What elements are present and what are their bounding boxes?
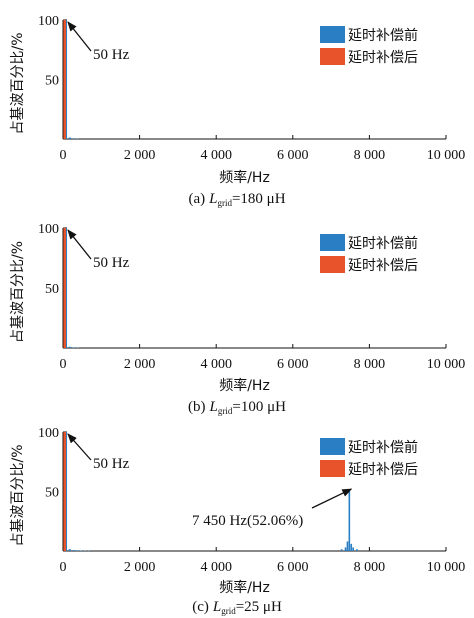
bar-before-compensation [68, 549, 71, 551]
x-tick-label: 6 000 [277, 148, 309, 163]
x-tick-label: 2 000 [124, 148, 156, 163]
legend-label-after: 延时补偿后 [348, 50, 418, 66]
caption-prefix: (a) [188, 191, 205, 207]
caption-value: =100 μH [232, 399, 286, 415]
annotation-label: 50 Hz [93, 255, 130, 271]
x-tick-label: 0 [60, 357, 67, 372]
legend-swatch-before [320, 234, 345, 251]
annotation-label: 50 Hz [93, 456, 130, 472]
y-tick-label: 50 [45, 282, 59, 297]
bar-before-compensation [340, 549, 343, 551]
annotation-label: 7 450 Hz(52.06%) [192, 513, 303, 529]
panel-caption: (c) Lgrid=25 μH [192, 599, 282, 616]
x-axis-label: 频率/Hz [219, 579, 270, 596]
y-tick-label: 100 [38, 14, 59, 29]
caption-value: =180 μH [232, 191, 286, 207]
panel-caption: (b) Lgrid=100 μH [188, 399, 286, 416]
bar-before-compensation [72, 347, 75, 348]
legend-swatch-after [320, 48, 345, 65]
caption-value: =25 μH [236, 599, 282, 615]
caption-prefix: (b) [188, 399, 206, 415]
x-tick-label: 8 000 [354, 357, 386, 372]
bar-after-compensation [63, 20, 67, 139]
caption-subscript: grid [218, 406, 233, 416]
x-tick-label: 4 000 [200, 148, 232, 163]
bar-before-compensation [68, 346, 71, 348]
bar-before-compensation [350, 543, 353, 551]
caption-subscript: grid [217, 198, 232, 208]
chart-panel-2: 0 2 000 4 000 6 000 8 000 10 000 50 100 延时补偿前延时补… [9, 426, 465, 616]
y-tick-label: 50 [45, 74, 59, 89]
x-tick-label: 10 000 [427, 148, 466, 163]
bar-before-compensation [80, 550, 83, 551]
y-tick-label: 100 [38, 222, 59, 237]
x-tick-label: 10 000 [427, 357, 466, 372]
caption-variable: L [212, 599, 221, 615]
y-axis-label: 占基波百分比/% [9, 241, 26, 343]
x-tick-label: 10 000 [427, 560, 466, 575]
bar-before-compensation [348, 489, 351, 551]
bar-before-compensation [68, 137, 71, 139]
x-axis-label: 频率/Hz [219, 377, 270, 394]
caption-variable: L [209, 399, 218, 415]
bar-before-compensation [356, 549, 358, 551]
x-tick-label: 6 000 [277, 357, 309, 372]
legend-label-before: 延时补偿前 [348, 439, 418, 456]
bar-before-compensation [72, 550, 75, 551]
annotation-arrow [67, 229, 92, 260]
x-axis-label: 频率/Hz [219, 169, 270, 186]
caption-variable: L [208, 191, 217, 207]
annotation-label: 50 Hz [93, 47, 130, 63]
y-tick-label: 100 [38, 426, 59, 441]
caption-prefix: (c) [192, 599, 209, 615]
legend-swatch-after [320, 460, 345, 477]
x-tick-label: 4 000 [200, 357, 232, 372]
caption-subscript: grid [221, 606, 236, 616]
chart-panel-0: 0 2 000 4 000 6 000 8 000 10 000 50 100 延时补偿前延时补… [9, 14, 465, 208]
chart-panel-1: 0 2 000 4 000 6 000 8 000 10 000 50 100 延时补偿前延时补… [9, 222, 465, 416]
x-tick-label: 8 000 [354, 560, 386, 575]
legend-label-after: 延时补偿后 [348, 462, 418, 478]
legend-swatch-after [320, 256, 345, 273]
legend-label-after: 延时补偿后 [348, 258, 418, 274]
x-tick-label: 4 000 [200, 560, 232, 575]
x-tick-label: 0 [60, 560, 67, 575]
x-tick-label: 2 000 [124, 357, 156, 372]
bar-before-compensation [346, 541, 349, 551]
bar-after-compensation [63, 432, 67, 551]
annotation-arrow [311, 488, 353, 509]
bar-after-compensation [63, 228, 67, 348]
legend-swatch-before [320, 26, 345, 43]
legend-label-before: 延时补偿前 [348, 235, 418, 252]
legend-swatch-before [320, 438, 345, 455]
bar-before-compensation [352, 547, 354, 551]
y-axis-label: 占基波百分比/% [9, 444, 26, 546]
annotation-arrow [67, 433, 92, 461]
x-tick-label: 8 000 [354, 148, 386, 163]
x-tick-label: 6 000 [277, 560, 309, 575]
legend-label-before: 延时补偿前 [348, 27, 418, 44]
annotation-arrow [67, 21, 92, 52]
panel-caption: (a) Lgrid=180 μH [188, 191, 285, 208]
x-tick-label: 0 [60, 148, 67, 163]
bar-before-compensation [76, 550, 79, 551]
x-tick-label: 2 000 [124, 560, 156, 575]
y-tick-label: 50 [45, 486, 59, 501]
bar-before-compensation [72, 138, 75, 139]
bar-before-compensation [344, 547, 347, 551]
y-axis-label: 占基波百分比/% [9, 32, 26, 134]
